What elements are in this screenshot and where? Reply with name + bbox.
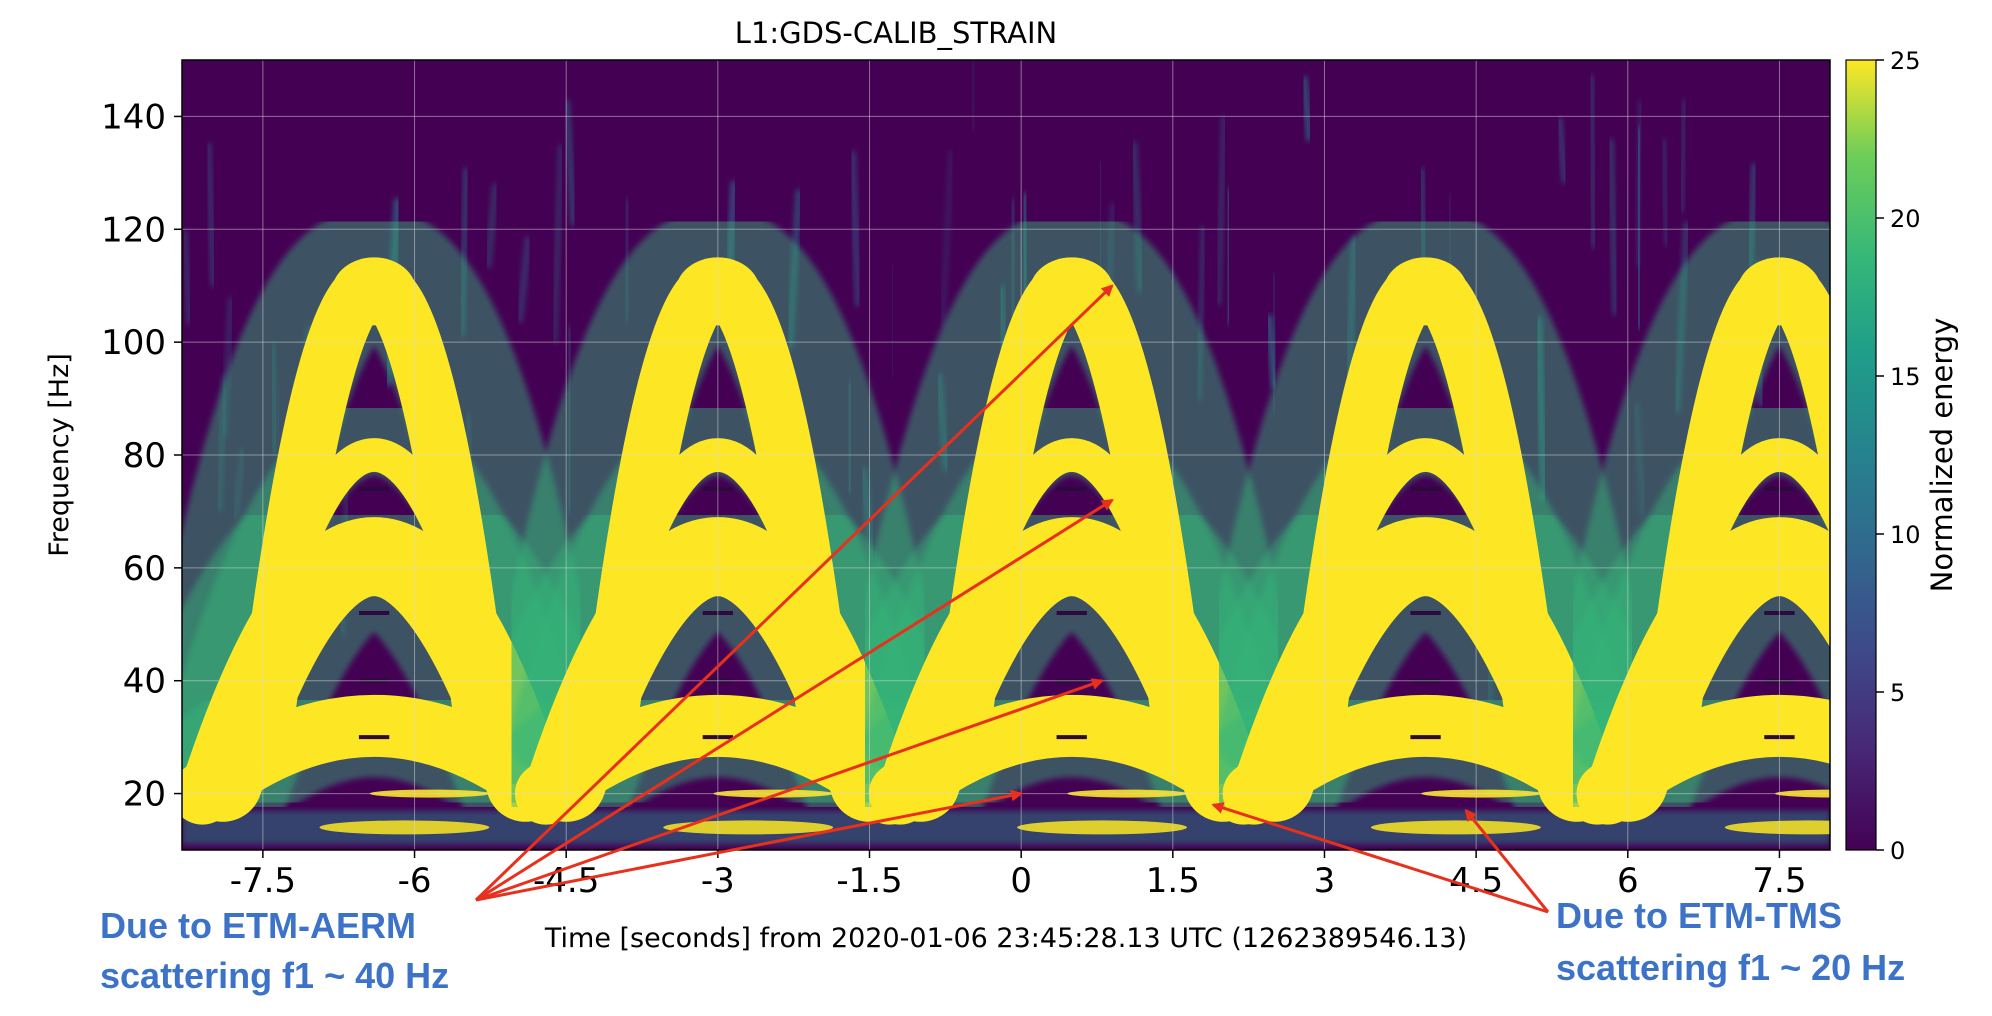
annotation-arrows: [474, 284, 1550, 914]
x-tick-label: -3: [701, 861, 735, 901]
x-tick-label: 1.5: [1146, 861, 1200, 901]
noise-streak: [1661, 138, 1669, 247]
colorbar-tick-label: 10: [1890, 521, 1921, 549]
noise-streak: [1216, 115, 1226, 306]
colorbar-tick-label: 5: [1890, 679, 1905, 707]
y-axis-label: Frequency [Hz]: [44, 353, 75, 557]
y-tick-label: 120: [101, 210, 166, 250]
annotation-etm-tms-line-1: Due to ETM-TMS: [1556, 895, 1842, 936]
noise-streak: [848, 150, 862, 307]
noise-streak: [516, 236, 532, 323]
y-tick-label: 100: [101, 323, 166, 363]
arch-peak: [1029, 257, 1114, 326]
y-tick-label: 40: [123, 662, 166, 702]
plot-area: [181, 59, 1831, 851]
colorbar-tick-label: 15: [1890, 363, 1921, 391]
arch-peak: [332, 257, 417, 326]
y-tick-label: 80: [123, 436, 166, 476]
y-tick-label: 20: [123, 775, 166, 815]
noise-streak: [1607, 138, 1619, 316]
x-axis: -7.5-6-4.5-3-1.501.534.567.5: [230, 850, 1806, 901]
low-band-blob: [663, 820, 834, 835]
colorbar-label: Normalized energy: [1925, 318, 1959, 593]
noise-streak: [1225, 187, 1232, 325]
noise-streak: [484, 183, 499, 269]
low-band-blob: [1017, 820, 1188, 835]
noise-streak: [1588, 74, 1597, 249]
noise-streak: [182, 93, 185, 140]
x-tick-label: -1.5: [836, 861, 902, 901]
colorbar-gradient: [1845, 59, 1877, 851]
colorbar-tick-label: 0: [1890, 837, 1905, 865]
colorbar-tick-label: 20: [1890, 205, 1921, 233]
annotation-etm-tms: Due to ETM-TMS scattering f1 ~ 20 Hz: [1556, 895, 1905, 988]
noise-streak: [1301, 75, 1313, 142]
annotation-etm-tms-line-2: scattering f1 ~ 20 Hz: [1556, 947, 1905, 988]
y-axis: 20 40 60 80 100 120 140: [101, 97, 182, 815]
noise-streak: [563, 99, 577, 226]
x-tick-label: 3: [1314, 861, 1336, 901]
x-tick-label: -6: [398, 861, 432, 901]
low-band-blob: [319, 820, 490, 835]
annotation-arrow: [475, 498, 1114, 902]
low-band-blob: [1724, 820, 1830, 835]
low-band-blob: [1370, 820, 1541, 835]
x-tick-label: -7.5: [230, 861, 296, 901]
y-tick-label: 140: [101, 97, 166, 137]
noise-streak: [182, 230, 193, 325]
y-tick-label: 60: [123, 549, 166, 589]
annotation-etm-aerm: Due to ETM-AERM scattering f1 ~ 40 Hz: [100, 905, 449, 996]
x-tick-label: 0: [1010, 861, 1032, 901]
annotation-arrow: [475, 789, 1024, 902]
annotation-arrow: [475, 678, 1104, 902]
arch-peak: [1383, 257, 1468, 326]
colorbar-tick-label: 25: [1890, 47, 1921, 75]
noise-streak: [970, 61, 976, 132]
x-tick-label: 7.5: [1752, 861, 1806, 901]
annotation-arrow: [474, 284, 1114, 902]
annotation-arrow: [1464, 808, 1550, 913]
noise-streak: [551, 144, 564, 344]
colorbar: 0 5 10 15 20 25 Normalized energy: [1845, 47, 1959, 865]
annotation-arrow: [1211, 802, 1549, 914]
x-tick-label: 6: [1617, 861, 1639, 901]
annotation-etm-aerm-line-2: scattering f1 ~ 40 Hz: [100, 955, 449, 996]
noise-streak: [1679, 99, 1688, 213]
noise-streak: [206, 142, 216, 287]
colorbar-ticks: 0 5 10 15 20 25: [1876, 47, 1921, 865]
noise-streak: [1265, 314, 1278, 389]
chart-title: L1:GDS-CALIB_STRAIN: [735, 16, 1057, 50]
noise-streak: [940, 150, 954, 328]
noise-streak: [1634, 126, 1644, 330]
annotation-etm-aerm-line-1: Due to ETM-AERM: [100, 905, 416, 946]
noise-streak: [1557, 116, 1568, 184]
x-axis-label: Time [seconds] from 2020-01-06 23:45:28.…: [544, 923, 1467, 954]
